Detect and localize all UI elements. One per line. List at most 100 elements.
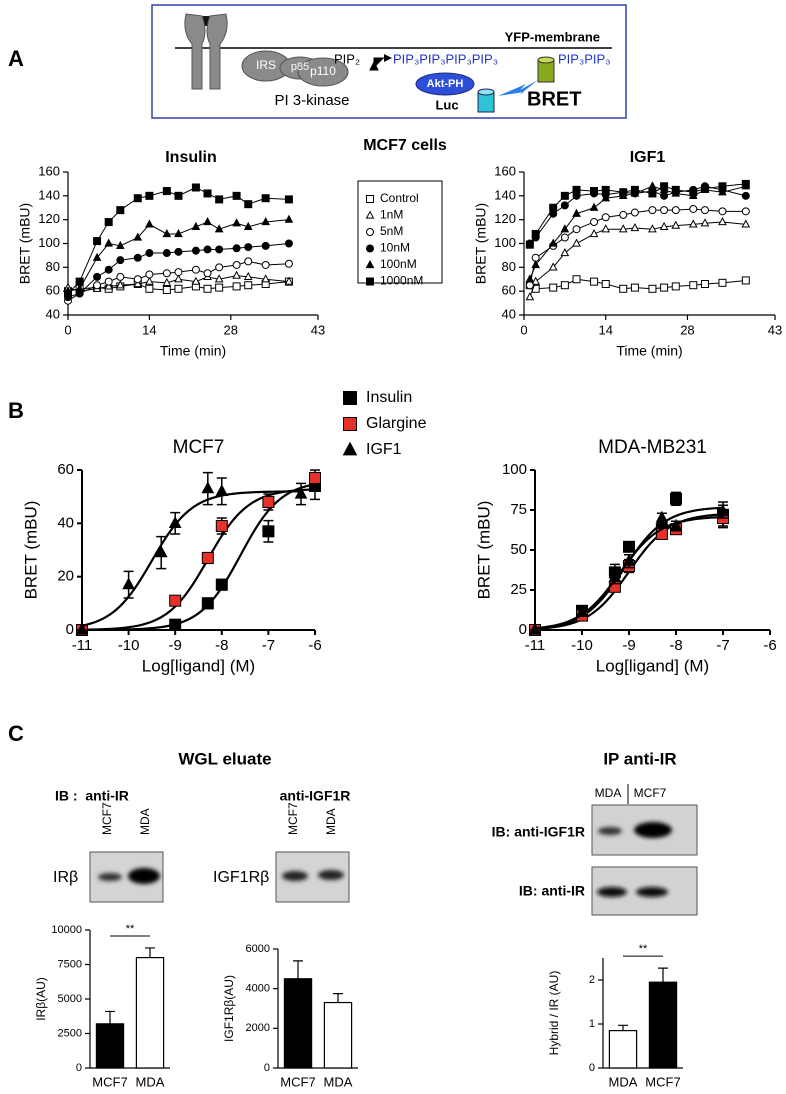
marker bbox=[572, 185, 581, 194]
marker bbox=[115, 280, 125, 289]
lane-label: MCF7 bbox=[100, 802, 114, 835]
y-axis-label: IRβ(AU) bbox=[34, 977, 48, 1021]
marker bbox=[601, 280, 610, 289]
legend-marker bbox=[365, 210, 375, 219]
y-tick-label: 10000 bbox=[51, 924, 82, 936]
y-tick-label: 120 bbox=[38, 211, 60, 226]
marker bbox=[191, 246, 200, 255]
marker bbox=[201, 481, 215, 494]
legend-label: Insulin bbox=[366, 389, 412, 406]
x-tick-label: MCF7 bbox=[280, 1074, 315, 1089]
marker bbox=[700, 206, 709, 215]
band bbox=[282, 871, 308, 881]
marker bbox=[261, 194, 270, 203]
marker bbox=[589, 228, 599, 238]
x-tick-label: 28 bbox=[224, 322, 238, 337]
marker bbox=[560, 281, 569, 290]
series-line bbox=[529, 183, 746, 245]
marker bbox=[630, 283, 639, 292]
y-tick-label: 0 bbox=[76, 1062, 82, 1074]
marker bbox=[284, 239, 293, 248]
y-axis-label: BRET (mBU) bbox=[17, 203, 33, 284]
y-tick-label: 60 bbox=[46, 283, 60, 298]
x-tick-label: -9 bbox=[169, 637, 182, 654]
marker bbox=[560, 201, 569, 210]
marker bbox=[660, 182, 669, 191]
membrane-label: YFP-membrane bbox=[505, 29, 600, 44]
x-tick-label: MCF7 bbox=[645, 1074, 680, 1089]
marker bbox=[133, 275, 142, 284]
legend-marker bbox=[365, 260, 375, 269]
marker bbox=[145, 284, 154, 293]
marker bbox=[601, 185, 610, 194]
marker bbox=[718, 207, 727, 216]
x-tick-label: -10 bbox=[118, 637, 140, 654]
marker bbox=[215, 578, 228, 591]
y-tick-label: 140 bbox=[38, 187, 60, 202]
marker bbox=[203, 269, 212, 278]
marker bbox=[531, 284, 540, 293]
legend-marker bbox=[366, 228, 374, 236]
series-line bbox=[67, 260, 289, 302]
legend-label: 10nM bbox=[380, 241, 410, 255]
marker bbox=[630, 208, 639, 217]
marker bbox=[718, 182, 727, 191]
bar bbox=[95, 1023, 125, 1069]
marker bbox=[154, 545, 168, 558]
marker bbox=[718, 278, 727, 287]
x-tick-label: MDA bbox=[136, 1074, 165, 1089]
blot-title: WGL eluate bbox=[178, 749, 271, 768]
marker bbox=[93, 237, 102, 246]
marker bbox=[232, 282, 241, 291]
x-tick-label: 43 bbox=[311, 322, 325, 337]
y-tick-label: 50 bbox=[510, 541, 527, 558]
y-tick-label: 160 bbox=[38, 163, 60, 178]
marker bbox=[688, 219, 698, 228]
marker bbox=[528, 622, 542, 635]
lane-label: MCF7 bbox=[286, 802, 300, 835]
marker bbox=[145, 219, 154, 228]
series-line bbox=[67, 281, 289, 292]
marker bbox=[214, 274, 224, 283]
marker bbox=[284, 195, 293, 204]
marker bbox=[525, 240, 534, 249]
marker bbox=[741, 179, 750, 188]
akt-shape bbox=[415, 72, 475, 96]
marker bbox=[104, 218, 113, 227]
marker bbox=[133, 253, 142, 262]
y-tick-label: 6000 bbox=[246, 943, 270, 955]
y-tick-label: 80 bbox=[502, 259, 516, 274]
marker bbox=[215, 283, 224, 292]
band bbox=[98, 873, 122, 881]
y-tick-label: 40 bbox=[46, 306, 60, 321]
marker bbox=[133, 232, 143, 241]
marker bbox=[294, 486, 308, 499]
band bbox=[636, 887, 668, 897]
x-tick-label: 28 bbox=[680, 322, 694, 337]
x-tick-label: 43 bbox=[768, 322, 782, 337]
marker bbox=[232, 260, 241, 269]
series-line bbox=[67, 219, 289, 292]
marker bbox=[660, 191, 669, 200]
marker bbox=[741, 276, 750, 285]
band bbox=[598, 827, 622, 835]
fit-curve bbox=[81, 488, 316, 631]
marker bbox=[244, 243, 253, 252]
marker bbox=[162, 277, 172, 286]
legend-label: 100nM bbox=[380, 257, 417, 271]
fit-curve bbox=[81, 483, 316, 632]
error-bar bbox=[618, 1024, 628, 1031]
error-bar bbox=[658, 967, 668, 983]
y-tick-label: 7500 bbox=[58, 958, 82, 970]
marker bbox=[560, 224, 570, 233]
marker bbox=[284, 214, 294, 223]
marker bbox=[261, 274, 271, 283]
marker bbox=[655, 510, 669, 523]
blot-ib-label: IB: anti-IR bbox=[519, 883, 585, 899]
marker bbox=[525, 292, 535, 301]
marker bbox=[244, 281, 253, 290]
marker bbox=[215, 484, 229, 496]
bar bbox=[323, 1001, 353, 1069]
y-tick-label: 60 bbox=[502, 283, 516, 298]
y-tick-label: 5000 bbox=[58, 993, 82, 1005]
